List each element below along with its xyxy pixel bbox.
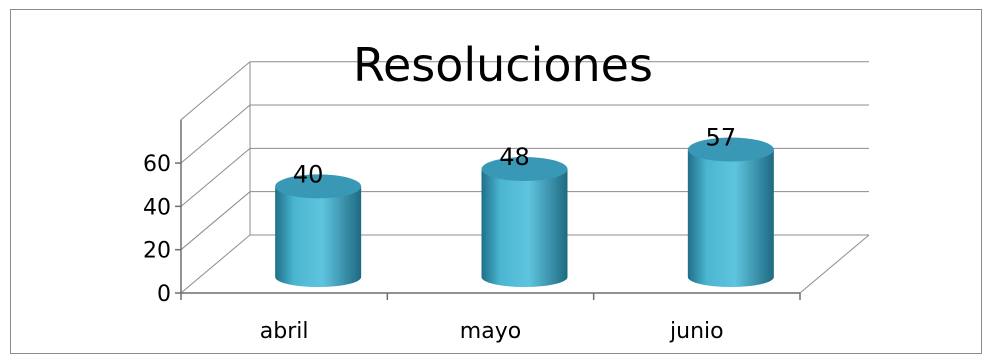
gridline-diagonal	[180, 104, 251, 164]
bar-top	[687, 137, 774, 162]
bar-body	[275, 186, 362, 287]
y-tick-label: 20	[143, 239, 171, 264]
x-tick-label: abril	[260, 319, 309, 344]
bar-abril	[275, 174, 362, 287]
gridline-diagonal	[180, 234, 251, 294]
floor-edge	[799, 234, 870, 294]
bar-top	[275, 174, 362, 199]
bar-junio	[687, 137, 774, 287]
x-tick-label: mayo	[460, 319, 521, 344]
chart-svg: 0 20 40 60 abril 40 mayo 48 junio 57 Resoluciones	[143, 38, 870, 344]
chart-title: Resoluciones	[353, 38, 653, 92]
bar-top	[481, 157, 568, 182]
data-label: 57	[706, 124, 737, 152]
bar-mayo	[481, 157, 568, 287]
gridline-diagonal	[180, 61, 251, 121]
labels: 0 20 40 60 abril 40 mayo 48 junio 57	[143, 124, 736, 344]
x-tick-label: junio	[669, 319, 724, 344]
y-tick-label: 0	[157, 282, 171, 307]
data-label: 48	[499, 143, 530, 171]
chart-frame: 0 20 40 60 abril 40 mayo 48 junio 57 Resoluciones	[10, 9, 982, 354]
bars	[275, 137, 774, 287]
axes	[175, 119, 801, 300]
bar-body	[481, 169, 568, 287]
data-label: 40	[293, 160, 324, 188]
gridline-diagonal	[180, 147, 251, 207]
gridline-diagonal	[180, 191, 251, 251]
y-tick-label: 40	[143, 195, 171, 220]
bar-body	[687, 149, 774, 287]
y-tick-label: 60	[143, 152, 171, 177]
